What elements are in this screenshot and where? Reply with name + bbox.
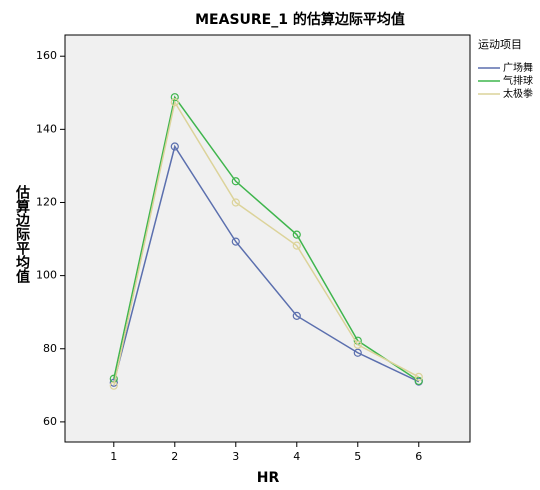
legend-label: 广场舞 xyxy=(503,61,533,74)
x-tick-label: 5 xyxy=(354,450,361,463)
x-tick-label: 1 xyxy=(110,450,117,463)
point-marker xyxy=(414,372,423,382)
point-marker xyxy=(292,230,301,239)
plot-area xyxy=(64,34,471,443)
x-tick-label: 3 xyxy=(232,450,239,463)
series-line xyxy=(113,100,420,386)
point-marker xyxy=(353,340,362,349)
point-marker xyxy=(170,142,179,151)
point-marker xyxy=(292,311,301,320)
x-tick-label: 6 xyxy=(415,450,422,463)
legend-label: 太极拳 xyxy=(503,87,533,100)
point-marker xyxy=(231,177,240,186)
series-line xyxy=(113,144,420,383)
y-tick-label: 80 xyxy=(43,342,57,355)
y-tick-label: 120 xyxy=(36,195,57,208)
point-marker xyxy=(170,98,179,107)
point-marker xyxy=(109,381,118,390)
y-tick-label: 60 xyxy=(43,415,57,428)
point-marker xyxy=(109,378,118,387)
y-tick-label: 160 xyxy=(36,49,57,62)
y-tick-label: 140 xyxy=(36,122,57,135)
y-axis-label: 估算边际平均值 xyxy=(14,184,31,283)
chart-title: MEASURE_1 的估算边际平均值 xyxy=(195,11,405,28)
legend-label: 气排球 xyxy=(503,74,533,87)
point-marker xyxy=(353,348,362,357)
series-line xyxy=(113,95,420,382)
point-marker xyxy=(292,241,301,250)
legend-title: 运动项目 xyxy=(478,38,522,51)
x-tick-label: 4 xyxy=(293,450,300,463)
point-marker xyxy=(414,376,423,386)
x-tick-label: 2 xyxy=(171,450,178,463)
x-axis-label: HR xyxy=(257,470,280,486)
point-marker xyxy=(231,198,240,207)
point-marker xyxy=(170,93,179,102)
y-tick-label: 100 xyxy=(36,269,57,282)
point-marker xyxy=(231,237,240,246)
